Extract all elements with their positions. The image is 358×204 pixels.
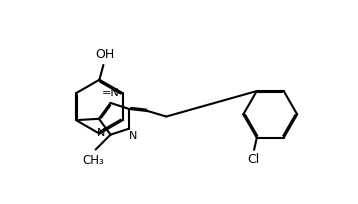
Text: N: N — [97, 128, 106, 138]
Text: =N: =N — [102, 88, 119, 98]
Text: Cl: Cl — [247, 153, 260, 166]
Text: CH₃: CH₃ — [83, 154, 105, 166]
Text: N: N — [129, 131, 137, 141]
Text: OH: OH — [95, 48, 115, 61]
